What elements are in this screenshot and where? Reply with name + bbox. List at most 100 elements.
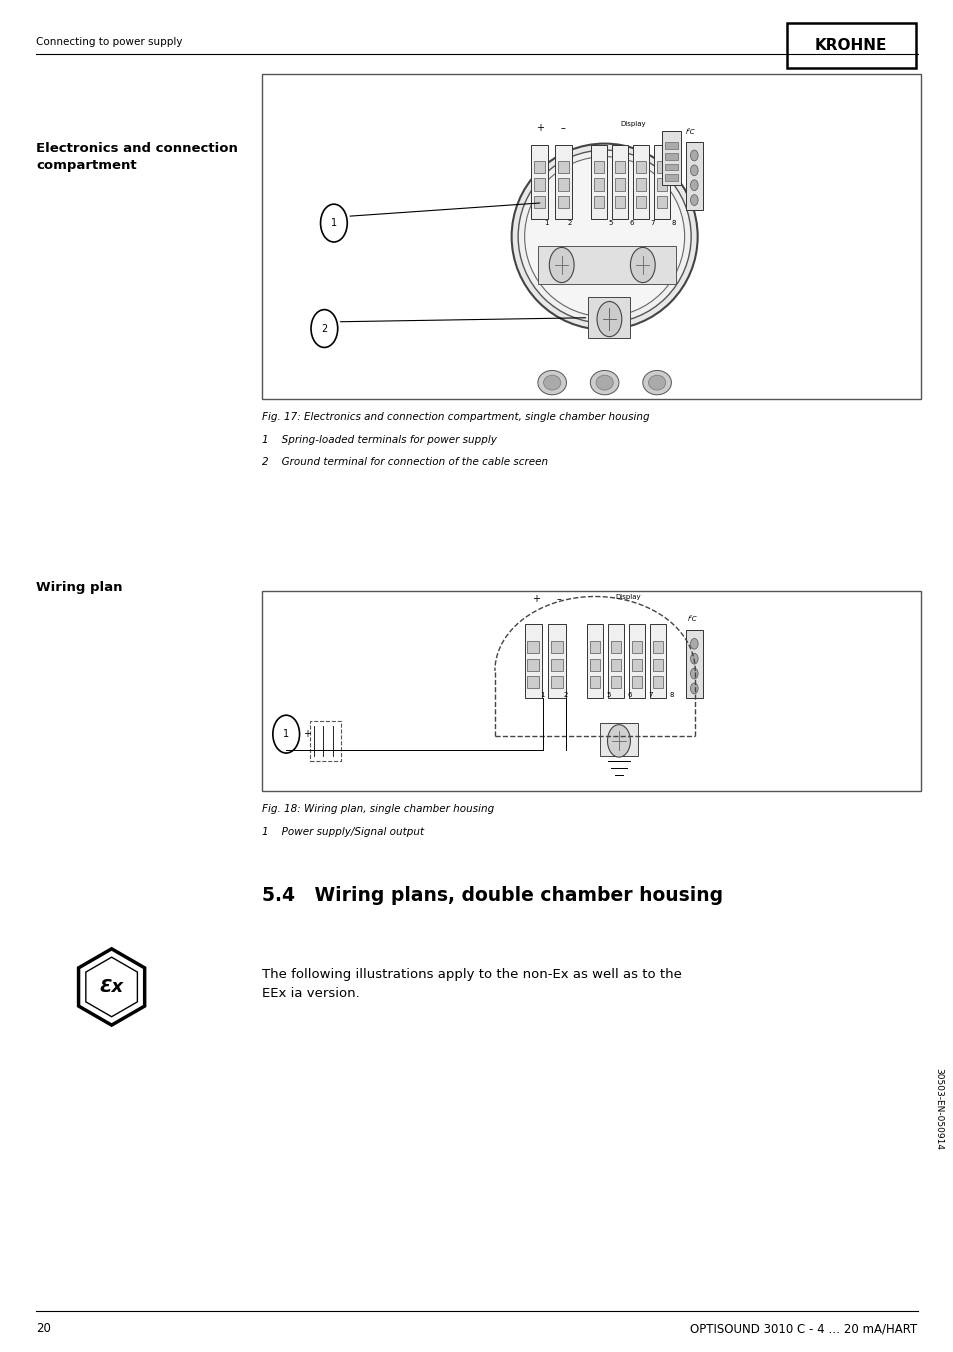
- Text: 1: 1: [331, 218, 336, 228]
- Bar: [636, 196, 645, 208]
- Text: +: +: [532, 595, 539, 604]
- Circle shape: [320, 204, 347, 242]
- Text: Connecting to power supply: Connecting to power supply: [36, 38, 183, 47]
- Circle shape: [690, 683, 698, 694]
- Text: 2    Ground terminal for connection of the cable screen: 2 Ground terminal for connection of the …: [262, 457, 548, 466]
- Bar: [657, 196, 666, 208]
- Bar: [594, 178, 603, 191]
- Text: 1    Spring-loaded terminals for power supply: 1 Spring-loaded terminals for power supp…: [262, 435, 497, 445]
- Bar: [551, 641, 562, 653]
- Bar: [531, 145, 548, 219]
- Bar: [524, 623, 541, 698]
- Text: 1: 1: [539, 692, 544, 698]
- Text: 2: 2: [567, 220, 571, 226]
- Text: 1: 1: [543, 220, 548, 226]
- Bar: [636, 161, 645, 173]
- Ellipse shape: [590, 370, 618, 395]
- Circle shape: [311, 310, 337, 347]
- Bar: [262, 74, 920, 399]
- Bar: [664, 174, 678, 181]
- Bar: [661, 131, 680, 185]
- Bar: [654, 145, 669, 219]
- Ellipse shape: [648, 375, 665, 389]
- Bar: [551, 658, 562, 671]
- Ellipse shape: [596, 375, 613, 389]
- Ellipse shape: [543, 375, 560, 389]
- Ellipse shape: [511, 143, 697, 330]
- Bar: [653, 676, 662, 688]
- Bar: [527, 676, 538, 688]
- Bar: [527, 658, 538, 671]
- Bar: [558, 178, 569, 191]
- Bar: [664, 164, 678, 170]
- Text: –: –: [559, 123, 564, 134]
- Polygon shape: [86, 957, 137, 1017]
- FancyBboxPatch shape: [786, 23, 915, 68]
- Bar: [612, 145, 627, 219]
- Text: –: –: [556, 595, 560, 604]
- Bar: [608, 623, 623, 698]
- Ellipse shape: [537, 370, 566, 395]
- Bar: [615, 178, 624, 191]
- Text: KROHNE: KROHNE: [814, 38, 886, 54]
- Bar: [590, 676, 599, 688]
- Text: 5.4   Wiring plans, double chamber housing: 5.4 Wiring plans, double chamber housing: [262, 886, 722, 904]
- Text: 20: 20: [36, 1322, 51, 1336]
- Text: 6: 6: [626, 692, 631, 698]
- Text: 30503-EN-050914: 30503-EN-050914: [933, 1068, 943, 1149]
- Bar: [587, 623, 602, 698]
- Circle shape: [690, 638, 698, 649]
- Circle shape: [549, 247, 574, 283]
- Text: Ɛx: Ɛx: [99, 977, 124, 996]
- Bar: [664, 153, 678, 160]
- Bar: [558, 196, 569, 208]
- Text: 6: 6: [628, 220, 633, 226]
- Ellipse shape: [517, 150, 690, 323]
- Circle shape: [690, 653, 698, 664]
- Text: Display: Display: [619, 122, 645, 127]
- Bar: [591, 145, 606, 219]
- Bar: [653, 641, 662, 653]
- Bar: [629, 623, 644, 698]
- Bar: [636, 178, 645, 191]
- Bar: [555, 145, 572, 219]
- Bar: [599, 723, 638, 756]
- Text: i²C: i²C: [685, 130, 695, 135]
- Bar: [551, 676, 562, 688]
- Bar: [632, 641, 641, 653]
- Bar: [534, 178, 545, 191]
- Text: 1    Power supply/Signal output: 1 Power supply/Signal output: [262, 827, 424, 837]
- Bar: [657, 161, 666, 173]
- Bar: [534, 196, 545, 208]
- Text: Fig. 17: Electronics and connection compartment, single chamber housing: Fig. 17: Electronics and connection comp…: [262, 412, 649, 422]
- Bar: [262, 591, 920, 791]
- Text: +: +: [536, 123, 543, 134]
- Text: +: +: [303, 729, 311, 740]
- Bar: [590, 641, 599, 653]
- Text: Display: Display: [615, 594, 640, 599]
- Bar: [685, 142, 702, 210]
- Text: Fig. 18: Wiring plan, single chamber housing: Fig. 18: Wiring plan, single chamber hou…: [262, 804, 494, 814]
- Bar: [310, 721, 340, 761]
- Bar: [594, 196, 603, 208]
- Bar: [527, 641, 538, 653]
- Circle shape: [690, 195, 698, 206]
- Bar: [632, 658, 641, 671]
- Bar: [594, 161, 603, 173]
- Text: 8: 8: [668, 692, 673, 698]
- Text: OPTISOUND 3010 C - 4 … 20 mA/HART: OPTISOUND 3010 C - 4 … 20 mA/HART: [690, 1322, 917, 1336]
- Bar: [633, 145, 648, 219]
- Polygon shape: [78, 949, 145, 1025]
- Ellipse shape: [524, 157, 684, 316]
- Text: 1: 1: [283, 729, 289, 740]
- Text: The following illustrations apply to the non-Ex as well as to the
EEx ia version: The following illustrations apply to the…: [262, 968, 681, 1000]
- Circle shape: [690, 165, 698, 176]
- Text: 7: 7: [649, 220, 654, 226]
- Bar: [548, 623, 565, 698]
- Circle shape: [273, 715, 299, 753]
- Bar: [632, 676, 641, 688]
- Text: 5: 5: [608, 220, 612, 226]
- Bar: [611, 676, 620, 688]
- Bar: [537, 246, 676, 284]
- Bar: [590, 658, 599, 671]
